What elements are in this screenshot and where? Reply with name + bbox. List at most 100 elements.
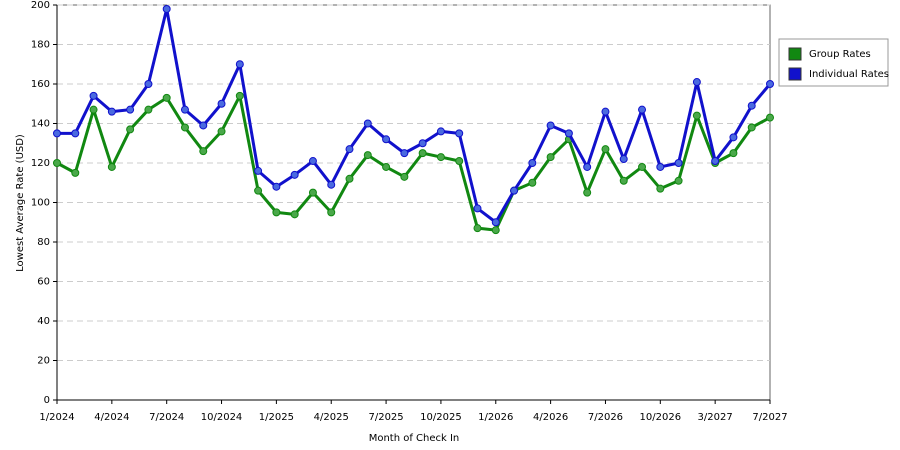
- y-tick-label: 40: [37, 316, 50, 327]
- data-point: [619, 176, 628, 185]
- data-point: [400, 149, 409, 158]
- data-point: [290, 170, 299, 179]
- data-point: [546, 153, 555, 162]
- data-point: [162, 4, 171, 13]
- data-point: [180, 105, 189, 114]
- data-point: [199, 147, 208, 156]
- x-tick-label: 1/2026: [478, 412, 513, 423]
- data-point: [473, 204, 482, 213]
- data-point: [382, 135, 391, 144]
- data-point: [766, 80, 774, 88]
- data-point: [327, 208, 336, 217]
- data-point: [89, 91, 98, 100]
- legend-label: Group Rates: [809, 49, 871, 60]
- data-point: [254, 166, 263, 175]
- data-point: [71, 129, 80, 138]
- data-point: [638, 162, 647, 171]
- x-axis-label: Month of Check In: [369, 433, 460, 444]
- x-tick-label: 10/2024: [201, 412, 243, 423]
- data-point: [254, 186, 263, 195]
- legend-swatch: [788, 67, 802, 81]
- data-point: [711, 157, 720, 166]
- data-point: [345, 174, 354, 183]
- data-point: [601, 145, 610, 154]
- x-tick-label: 4/2026: [533, 412, 568, 423]
- data-point: [436, 127, 445, 136]
- data-point: [144, 80, 153, 88]
- data-point: [546, 121, 555, 130]
- data-point: [235, 60, 244, 69]
- data-point: [491, 218, 500, 227]
- data-point: [217, 99, 226, 108]
- data-point: [363, 119, 372, 128]
- y-tick-label: 180: [31, 40, 50, 51]
- y-tick-label: 120: [31, 158, 50, 169]
- data-point: [71, 168, 80, 177]
- data-point: [107, 107, 116, 116]
- data-point: [272, 182, 281, 191]
- data-point: [729, 133, 738, 142]
- data-point: [180, 123, 189, 132]
- data-point: [436, 153, 445, 162]
- x-tick-label: 7/2024: [149, 412, 184, 423]
- data-point: [455, 129, 464, 138]
- data-point: [382, 162, 391, 171]
- data-point: [747, 123, 756, 132]
- data-point: [53, 159, 61, 167]
- data-point: [766, 113, 774, 122]
- x-tick-label: 10/2025: [420, 412, 462, 423]
- data-point: [747, 101, 756, 110]
- x-tick-label: 1/2024: [39, 412, 74, 423]
- data-point: [656, 184, 665, 193]
- legend-label: Individual Rates: [809, 69, 889, 80]
- x-tick-label: 7/2025: [368, 412, 403, 423]
- data-point: [491, 226, 500, 235]
- data-point: [290, 210, 299, 219]
- data-point: [217, 127, 226, 136]
- data-point: [692, 78, 701, 87]
- data-point: [729, 149, 738, 158]
- data-point: [53, 129, 61, 138]
- x-tick-label: 3/2027: [698, 412, 733, 423]
- data-point: [674, 159, 683, 167]
- data-point: [692, 111, 701, 120]
- data-point: [583, 188, 592, 197]
- x-tick-label: 1/2025: [259, 412, 294, 423]
- data-point: [272, 208, 281, 217]
- x-tick-label: 7/2027: [752, 412, 787, 423]
- data-point: [418, 139, 427, 148]
- data-point: [235, 91, 244, 100]
- data-point: [199, 121, 208, 130]
- data-point: [674, 176, 683, 185]
- data-point: [308, 157, 317, 166]
- data-point: [473, 224, 482, 233]
- data-point: [638, 105, 647, 114]
- data-point: [308, 188, 317, 197]
- data-point: [400, 172, 409, 181]
- x-tick-label: 10/2026: [640, 412, 682, 423]
- y-tick-label: 200: [31, 0, 50, 11]
- x-tick-label: 7/2026: [588, 412, 623, 423]
- data-point: [126, 125, 135, 134]
- x-tick-label: 4/2025: [314, 412, 349, 423]
- y-tick-label: 20: [37, 356, 50, 367]
- data-point: [656, 162, 665, 171]
- data-point: [455, 157, 464, 166]
- series-line: [57, 7, 772, 224]
- data-point: [528, 159, 537, 167]
- data-point: [528, 178, 537, 187]
- data-point: [583, 162, 592, 171]
- data-point: [89, 105, 98, 114]
- data-point: [345, 145, 354, 154]
- data-point: [564, 129, 573, 138]
- data-point: [126, 105, 135, 114]
- data-point: [144, 105, 153, 114]
- data-point: [107, 162, 116, 171]
- y-tick-label: 0: [44, 395, 50, 406]
- data-point: [510, 186, 519, 195]
- data-point: [601, 107, 610, 116]
- y-tick-label: 140: [31, 119, 50, 130]
- y-tick-label: 60: [37, 277, 50, 288]
- data-point: [162, 93, 171, 102]
